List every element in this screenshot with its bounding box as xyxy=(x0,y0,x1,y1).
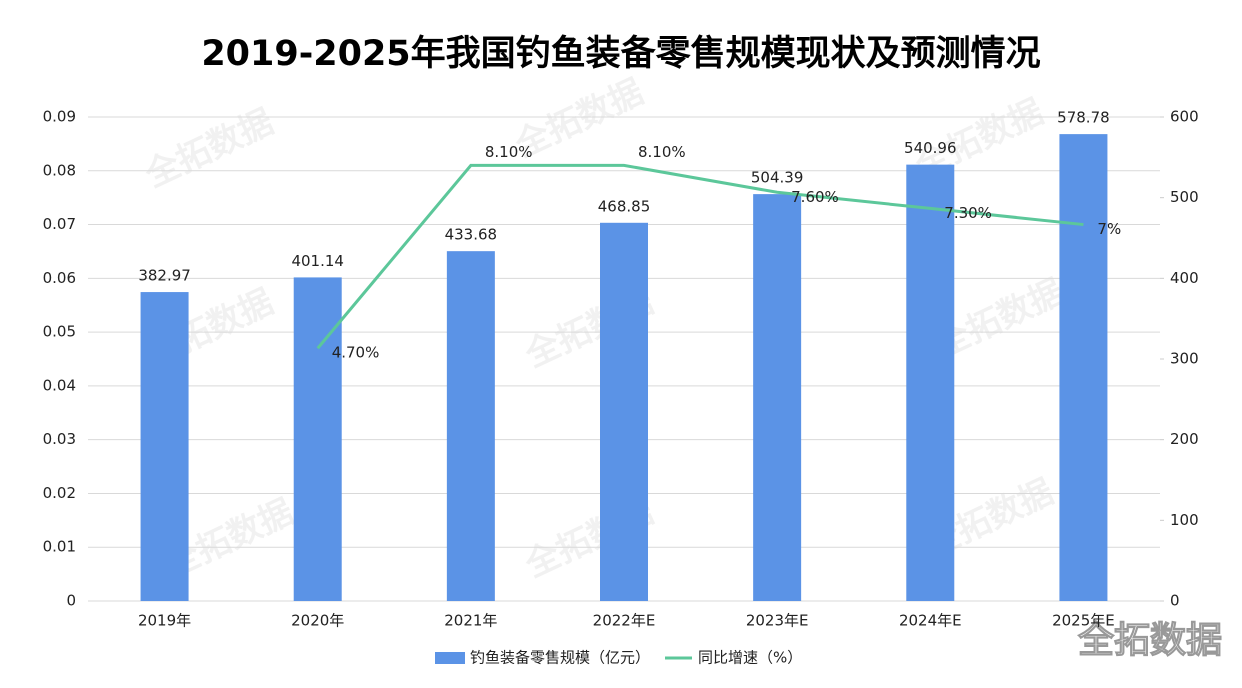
line-value-label: 7.30% xyxy=(944,204,992,222)
y-tick-label: 0.05 xyxy=(43,323,76,341)
bar-value-label: 504.39 xyxy=(751,169,804,187)
bar xyxy=(600,222,648,602)
x-tick-label: 2024年E xyxy=(899,612,962,630)
x-tick-label: 2019年 xyxy=(138,612,191,630)
y-tick-label: 0 xyxy=(66,592,76,610)
y-tick-label: 0.09 xyxy=(43,108,76,126)
y-tick-label: 0.08 xyxy=(43,161,76,179)
legend-swatch xyxy=(435,652,465,664)
bar xyxy=(906,164,955,601)
line-value-label: 7% xyxy=(1097,220,1121,238)
y2-tick-label: 300 xyxy=(1170,350,1199,368)
bar-value-label: 401.14 xyxy=(291,252,344,270)
y2-tick-label: 200 xyxy=(1170,430,1199,448)
line xyxy=(316,163,1084,350)
y2-tick-label: 100 xyxy=(1170,511,1199,529)
line-value-label: 8.10% xyxy=(638,143,686,161)
bar-value-label: 382.97 xyxy=(138,267,191,285)
bar-value-label: 468.85 xyxy=(598,197,651,215)
y2-tick-label: 500 xyxy=(1170,188,1199,206)
x-tick-label: 2020年 xyxy=(291,612,344,630)
x-tick-label: 2021年 xyxy=(444,612,497,630)
x-tick-label: 2025年E xyxy=(1052,612,1115,630)
y-tick-label: 0.07 xyxy=(43,215,76,233)
bar xyxy=(446,251,495,601)
bar-value-label: 578.78 xyxy=(1057,109,1110,127)
watermark: 全拓数据 xyxy=(138,102,279,196)
legend-label: 钓鱼装备零售规模（亿元） xyxy=(470,649,650,667)
x-tick-label: 2022年E xyxy=(593,612,656,630)
y2-tick-label: 0 xyxy=(1170,592,1180,610)
bar-value-label: 433.68 xyxy=(445,226,498,244)
bar xyxy=(753,194,802,601)
y-tick-label: 0.01 xyxy=(43,538,76,556)
line-value-label: 7.60% xyxy=(791,188,839,206)
y-tick-label: 0.06 xyxy=(43,269,76,287)
bar xyxy=(140,292,189,601)
line-value-label: 4.70% xyxy=(332,344,380,362)
y-tick-label: 0.04 xyxy=(43,376,76,394)
watermark-logo: 全拓数据 xyxy=(1077,619,1222,661)
y2-tick-label: 600 xyxy=(1170,108,1199,126)
line-value-label: 8.10% xyxy=(485,143,533,161)
bar-value-label: 540.96 xyxy=(904,139,957,157)
bar xyxy=(1059,134,1108,601)
legend-label: 同比增速（%） xyxy=(698,649,802,667)
chart-title: 2019-2025年我国钓鱼装备零售规模现状及预测情况 xyxy=(201,34,1040,74)
y-tick-label: 0.03 xyxy=(43,430,76,448)
y2-tick-label: 400 xyxy=(1170,269,1199,287)
y-tick-label: 0.02 xyxy=(43,484,76,502)
x-tick-label: 2023年E xyxy=(746,612,809,630)
